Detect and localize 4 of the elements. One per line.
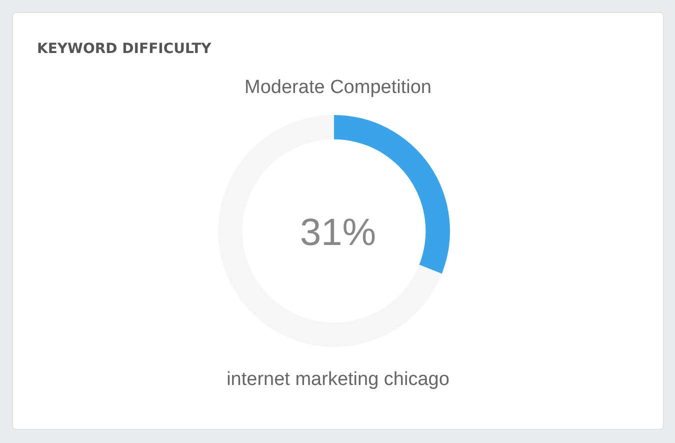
chart-subtitle: Moderate Competition <box>244 77 432 98</box>
chart-title: KEYWORD DIFFICULTY <box>37 41 212 57</box>
text: internet marketing chicago <box>226 369 450 390</box>
text: 31% <box>300 212 376 254</box>
